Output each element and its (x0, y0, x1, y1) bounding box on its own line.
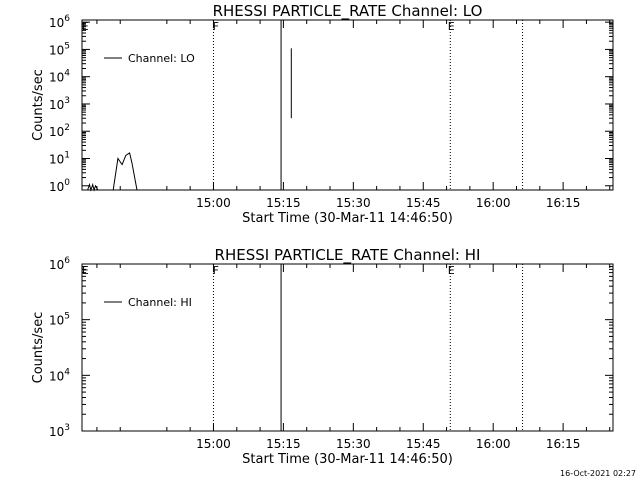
y-tick-label: 105 (49, 312, 70, 328)
x-axis-label: Start Time (30-Mar-11 14:46:50) (242, 211, 453, 226)
y-tick-exponent: 6 (64, 256, 70, 266)
y-tick-base: 10 (49, 258, 64, 272)
x-tick-label: 16:15 (546, 437, 581, 451)
x-tick-label: 15:30 (336, 196, 371, 210)
y-tick-base: 10 (49, 153, 64, 167)
y-tick-base: 10 (49, 125, 64, 139)
y-tick-label: 103 (49, 423, 70, 439)
x-tick-label: 16:00 (476, 437, 511, 451)
event-flag-label: E (448, 20, 455, 33)
y-tick-base: 10 (49, 369, 64, 383)
x-tick-label: 16:00 (476, 196, 511, 210)
x-axis-label: Start Time (30-Mar-11 14:46:50) (242, 452, 453, 467)
event-flag-label: F (213, 20, 219, 33)
y-tick-base: 10 (49, 425, 64, 439)
x-tick-label: 16:15 (546, 196, 581, 210)
y-tick-label: 103 (49, 96, 70, 112)
event-flag-label: F (213, 264, 219, 277)
y-tick-exponent: 3 (64, 423, 70, 433)
x-tick-label: 15:15 (266, 437, 301, 451)
legend-label: Channel: LO (128, 52, 195, 65)
x-tick-label: 15:30 (336, 437, 371, 451)
y-tick-exponent: 4 (64, 69, 70, 79)
y-tick-label: 105 (49, 41, 70, 57)
y-tick-base: 10 (49, 43, 64, 57)
y-tick-label: 102 (49, 123, 70, 139)
plot-frame (81, 19, 614, 191)
y-tick-base: 10 (49, 180, 64, 194)
y-tick-label: 101 (49, 151, 70, 167)
x-tick-label: 15:45 (406, 437, 441, 451)
y-axis-label: Counts/sec (31, 69, 46, 141)
generation-timestamp: 16-Oct-2021 02:27 (560, 469, 636, 478)
y-tick-base: 10 (49, 71, 64, 85)
y-tick-exponent: 3 (64, 96, 70, 106)
y-axis-label: Counts/sec (31, 312, 46, 384)
event-flag-label: E (82, 20, 89, 33)
y-tick-exponent: 4 (64, 367, 70, 377)
legend-label: Channel: HI (128, 296, 192, 309)
x-tick-label: 15:15 (266, 196, 301, 210)
x-tick-label: 15:45 (406, 196, 441, 210)
y-tick-exponent: 5 (64, 312, 70, 322)
y-tick-label: 106 (49, 14, 70, 30)
x-tick-label: 15:00 (196, 196, 231, 210)
y-tick-exponent: 5 (64, 41, 70, 51)
event-flag-label: E (82, 264, 89, 277)
y-tick-label: 104 (49, 69, 70, 85)
y-tick-exponent: 1 (64, 151, 70, 161)
panel-lo-channel: RHESSI PARTICLE_RATE Channel: LO 15:00 15:… (31, 2, 614, 226)
y-tick-base: 10 (49, 98, 64, 112)
panel-hi-channel: RHESSI PARTICLE_RATE Channel: HI 15:00 15:… (31, 246, 614, 467)
chart-title: RHESSI PARTICLE_RATE Channel: LO (213, 2, 483, 21)
plot-frame (81, 263, 614, 432)
series-line (87, 152, 138, 192)
y-tick-label: 104 (49, 367, 70, 383)
y-tick-exponent: 2 (64, 123, 70, 133)
x-tick-label: 15:00 (196, 437, 231, 451)
y-tick-exponent: 0 (64, 178, 70, 188)
y-tick-exponent: 6 (64, 14, 70, 24)
y-tick-base: 10 (49, 16, 64, 30)
y-tick-label: 106 (49, 256, 70, 272)
chart-title: RHESSI PARTICLE_RATE Channel: HI (215, 246, 481, 265)
y-tick-label: 100 (49, 178, 70, 194)
y-tick-base: 10 (49, 314, 64, 328)
event-flag-label: E (448, 264, 455, 277)
